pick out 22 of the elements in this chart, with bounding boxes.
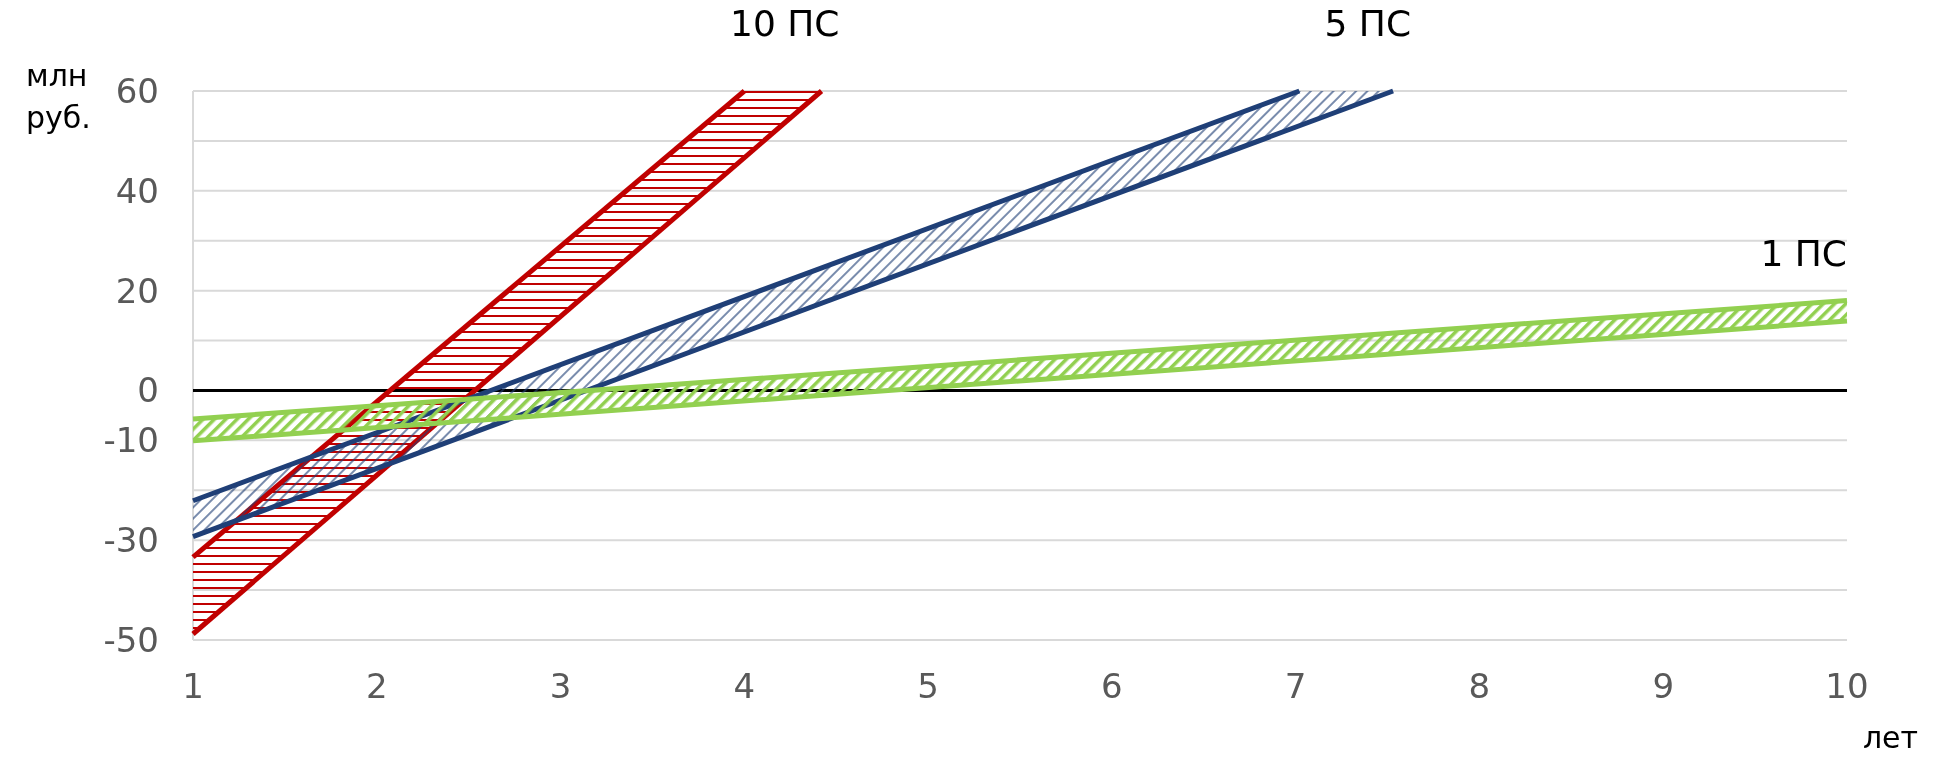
y-tick-label: -10 — [103, 420, 159, 461]
x-tick-label: 4 — [733, 666, 756, 706]
x-tick-label: 10 — [1825, 666, 1869, 706]
y-tick-label: 60 — [115, 70, 159, 111]
x-axis-title: лет — [1862, 720, 1918, 755]
y-tick-label: 40 — [115, 170, 159, 211]
x-tick-label: 1 — [182, 666, 204, 706]
x-tick-label: 7 — [1284, 666, 1307, 706]
series-label: 5 ПС — [1324, 3, 1412, 44]
series-label: 10 ПС — [730, 3, 840, 44]
x-tick-label: 3 — [549, 666, 572, 706]
y-tick-label: 20 — [115, 270, 159, 311]
series-label: 1 ПС — [1760, 233, 1847, 275]
x-tick-label: 2 — [365, 666, 388, 706]
x-tick-label: 6 — [1101, 666, 1123, 706]
y-tick-label: 0 — [137, 370, 159, 411]
x-tick-label: 5 — [917, 666, 939, 706]
x-tick-label: 8 — [1468, 666, 1491, 706]
x-tick-label: 9 — [1652, 666, 1675, 706]
y-tick-label: -50 — [103, 619, 159, 660]
y-axis-title: млн руб. — [26, 58, 91, 135]
y-tick-label: -30 — [103, 520, 159, 561]
